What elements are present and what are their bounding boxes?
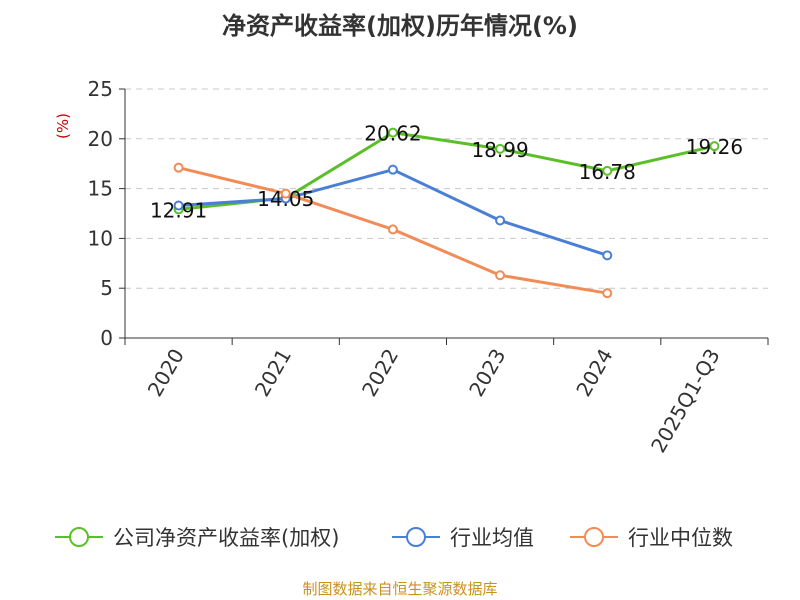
legend: 公司净资产收益率(加权) 行业均值 行业中位数 (55, 526, 733, 550)
y-tick-label: 5 (100, 276, 113, 300)
legend-label: 公司净资产收益率(加权) (113, 526, 339, 550)
legend-item: 行业中位数 (570, 526, 733, 550)
series-2 (173, 162, 613, 299)
series-1 (173, 164, 613, 261)
legend-marker (584, 527, 604, 547)
y-tick-label: 20 (88, 127, 113, 151)
data-label: 20.62 (364, 122, 421, 146)
x-tick-label: 2024 (571, 345, 617, 401)
data-point (495, 215, 506, 226)
data-point (280, 188, 291, 199)
data-labels: 12.91 14.05 20.62 18.99 16.78 19.26 (150, 122, 743, 223)
x-tick-label: 2025Q1-Q3 (646, 345, 725, 457)
grid-lines (125, 88, 768, 289)
data-point (387, 164, 398, 175)
x-tick-label: 2021 (250, 345, 296, 401)
data-point (495, 270, 506, 281)
y-tick-label: 10 (88, 226, 113, 250)
legend-marker (406, 527, 426, 547)
x-tick-label: 2023 (464, 345, 510, 401)
data-label: 12.91 (150, 198, 207, 222)
legend-item: 公司净资产收益率(加权) (55, 526, 339, 550)
y-tick-label: 25 (88, 77, 113, 101)
data-point (173, 200, 184, 211)
chart-title: 净资产收益率(加权)历年情况(%) (222, 12, 578, 40)
y-tick-label: 0 (100, 326, 113, 350)
axes: 0 5 10 15 20 25 (%) 2020 2021 2022 2023 2024 2025Q1-… (54, 77, 769, 457)
data-point (709, 141, 720, 152)
data-point (602, 165, 613, 176)
x-tick-label: 2022 (357, 345, 403, 401)
data-point (387, 127, 398, 138)
series-group (173, 127, 720, 299)
data-point (602, 250, 613, 261)
source-note: 制图数据来自恒生聚源数据库 (302, 580, 498, 598)
y-axis-label: (%) (54, 113, 72, 139)
data-label: 14.05 (257, 187, 314, 211)
legend-marker (69, 527, 89, 547)
data-point (495, 143, 506, 154)
legend-label: 行业均值 (450, 526, 534, 550)
y-tick-label: 15 (88, 177, 113, 201)
data-point (387, 224, 398, 235)
data-label: 19.26 (686, 135, 743, 159)
data-point (602, 288, 613, 299)
data-label: 18.99 (471, 138, 528, 162)
legend-label: 行业中位数 (628, 526, 733, 550)
x-tick-label: 2020 (143, 345, 189, 401)
legend-item: 行业均值 (392, 526, 534, 550)
data-point (173, 162, 184, 173)
data-label: 16.78 (579, 160, 636, 184)
